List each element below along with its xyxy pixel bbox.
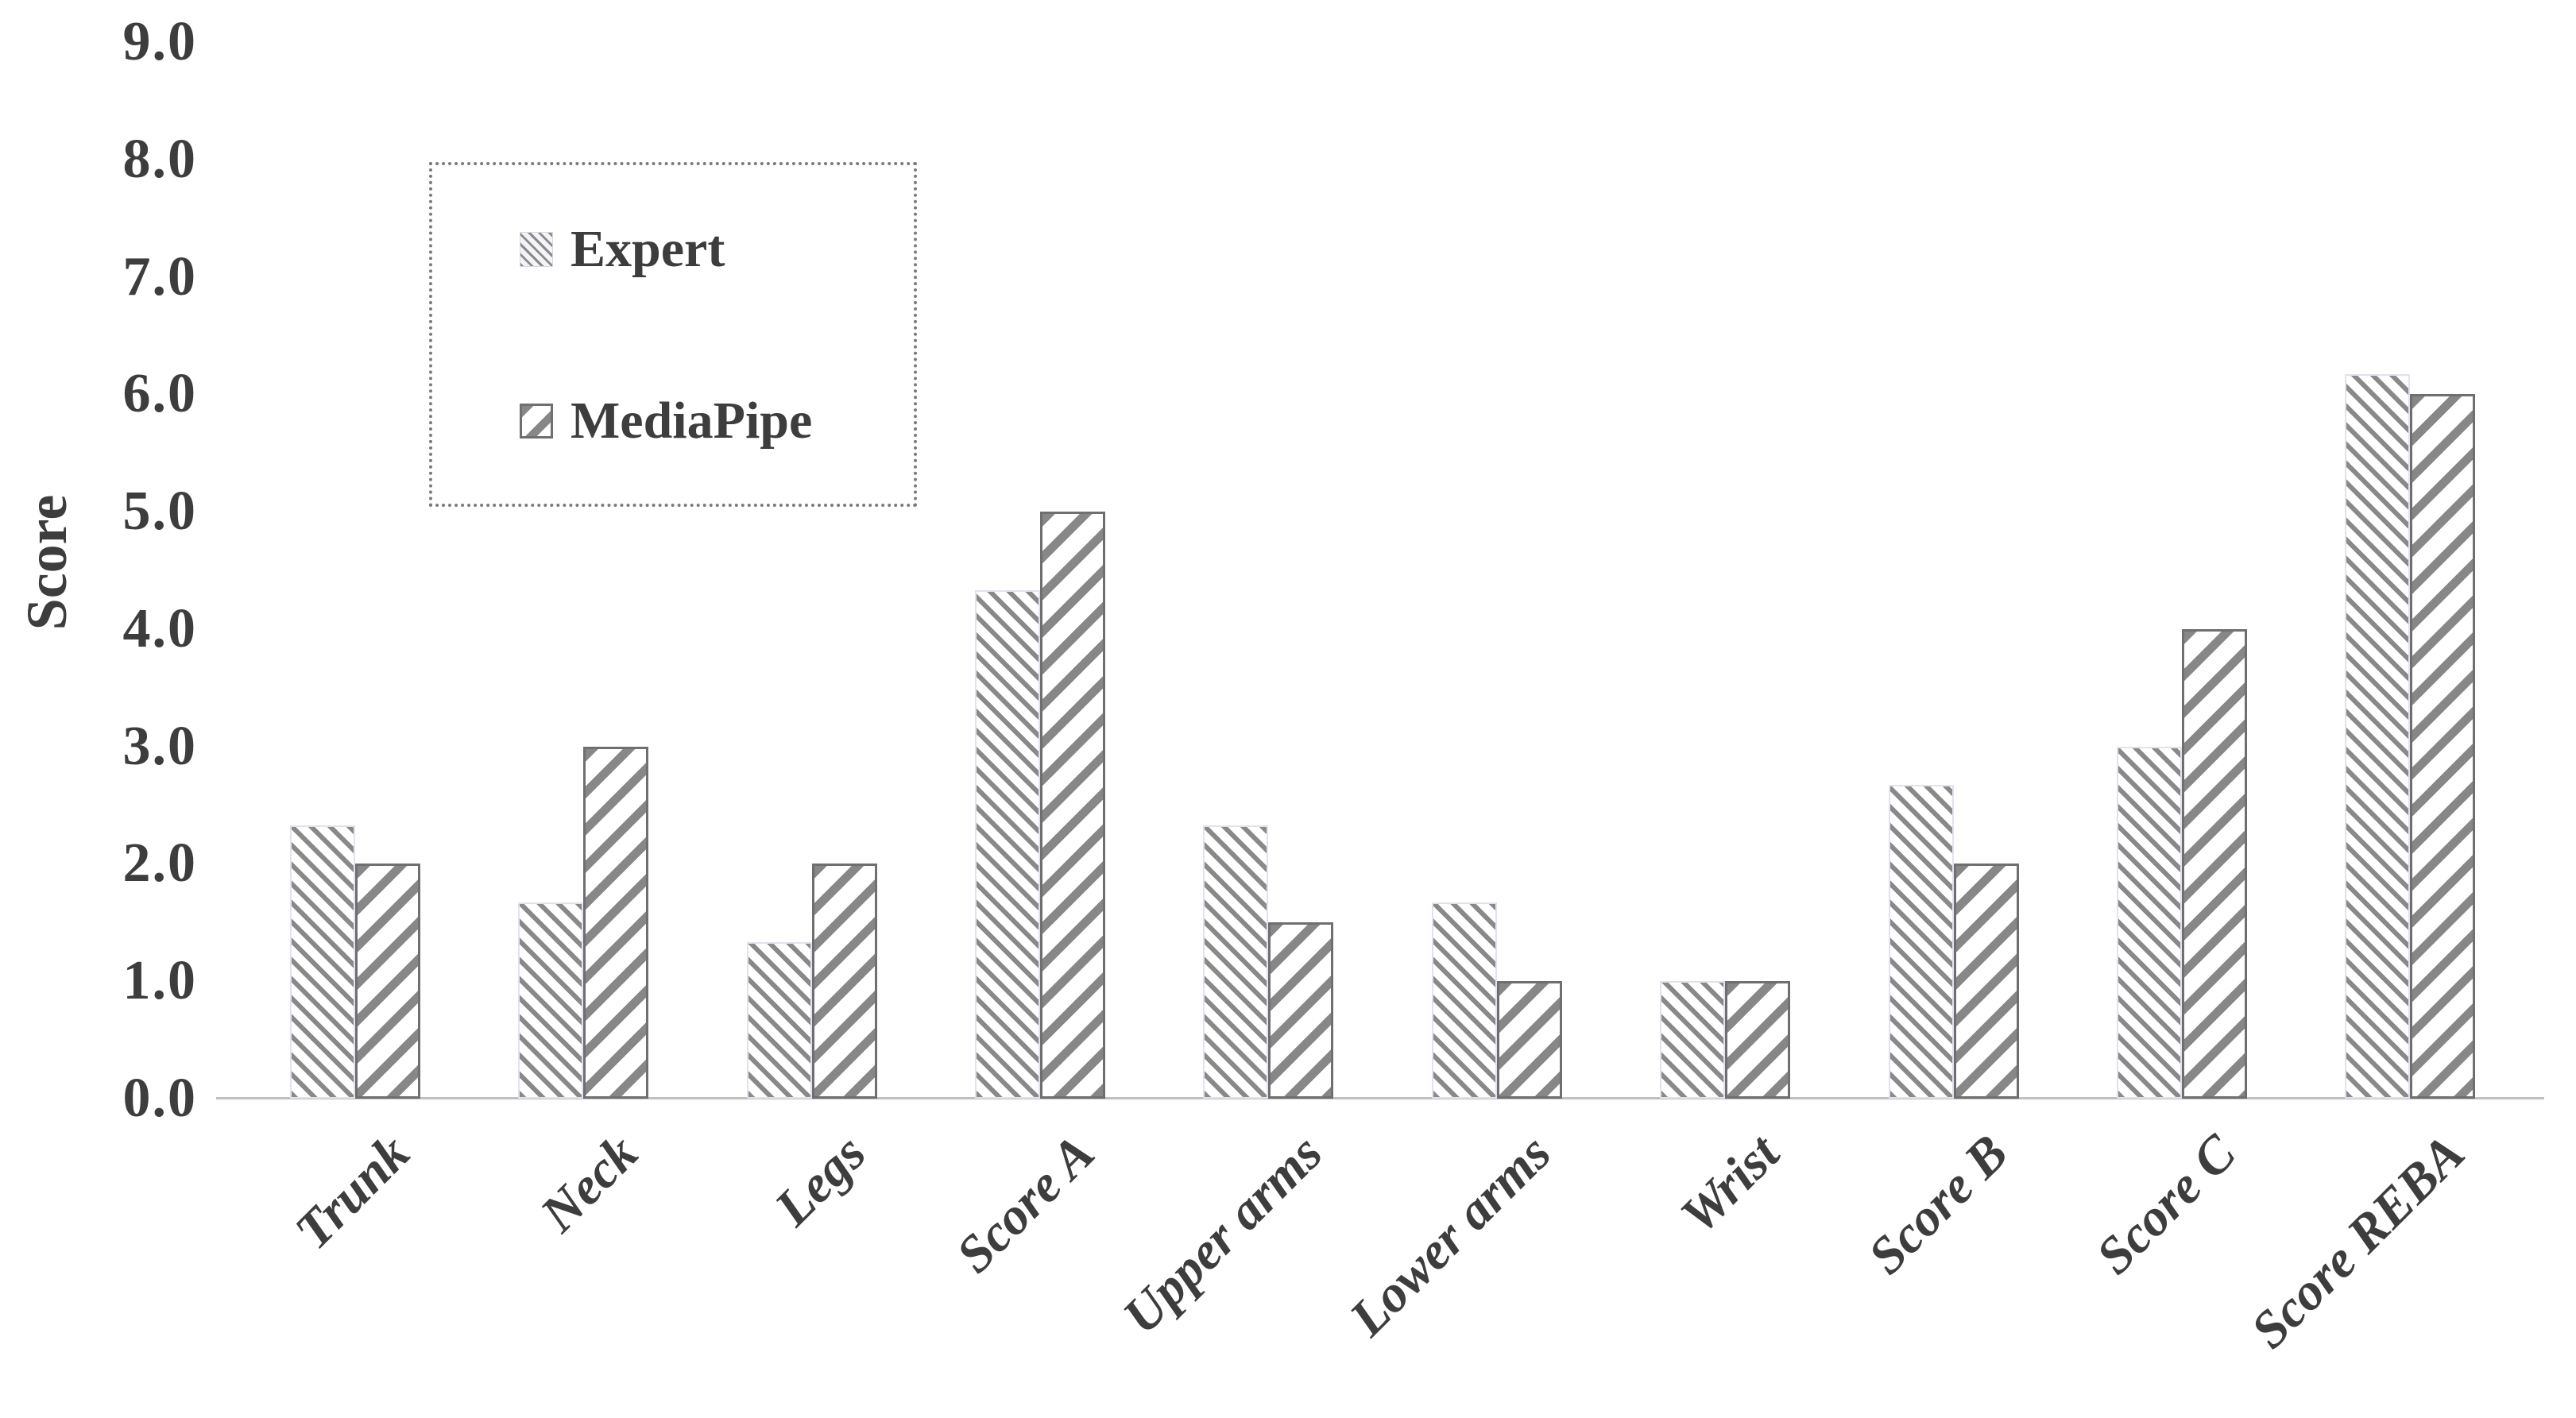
bar-mediapipe-score-reba [2410,394,2476,1099]
legend-item-mediapipe: MediaPipe [520,391,914,451]
bar-mediapipe-legs [811,864,877,1099]
bar-mediapipe-lower-arms [1496,981,1562,1099]
y-axis-ticks: 9.0 8.0 7.0 6.0 5.0 4.0 3.0 2.0 1.0 0.0 [0,0,197,1418]
bar-expert-score-b [1888,785,1954,1099]
bar-mediapipe-trunk [354,864,420,1099]
bar-expert-neck [518,902,584,1099]
bar-expert-legs [746,942,812,1099]
legend-item-expert: Expert [520,219,914,280]
bar-expert-lower-arms [1431,902,1497,1099]
y-tick-label-1.0: 1.0 [122,950,197,1012]
bar-mediapipe-score-c [2181,628,2247,1099]
y-tick-label-3.0: 3.0 [122,715,197,777]
x-axis-line [216,1097,2544,1099]
legend-label-mediapipe: MediaPipe [571,392,813,450]
bar-mediapipe-neck [583,746,649,1099]
bar-expert-upper-arms [1203,825,1269,1099]
y-tick-label-5.0: 5.0 [122,481,197,543]
legend-label-expert: Expert [571,220,725,278]
bar-mediapipe-wrist [1725,981,1791,1099]
y-tick-label-2.0: 2.0 [122,833,197,894]
y-tick-label-9.0: 9.0 [122,10,197,72]
legend-swatch-expert-hatch-icon [520,232,553,267]
y-tick-label-8.0: 8.0 [122,128,197,190]
bar-expert-trunk [289,825,355,1099]
bar-expert-wrist [1660,981,1726,1099]
y-tick-label-4.0: 4.0 [122,597,197,659]
bar-expert-score-a [974,590,1040,1099]
bar-expert-score-reba [2345,374,2411,1099]
legend-swatch-mediapipe-hatch-icon [520,404,553,439]
bar-mediapipe-score-b [1953,864,2019,1099]
bar-mediapipe-score-a [1039,512,1105,1099]
legend: Expert MediaPipe [429,162,917,507]
y-tick-label-7.0: 7.0 [122,245,197,307]
bar-mediapipe-upper-arms [1268,922,1334,1099]
y-tick-label-6.0: 6.0 [122,363,197,425]
bar-expert-score-c [2116,746,2182,1099]
y-tick-label-0.0: 0.0 [122,1068,197,1129]
